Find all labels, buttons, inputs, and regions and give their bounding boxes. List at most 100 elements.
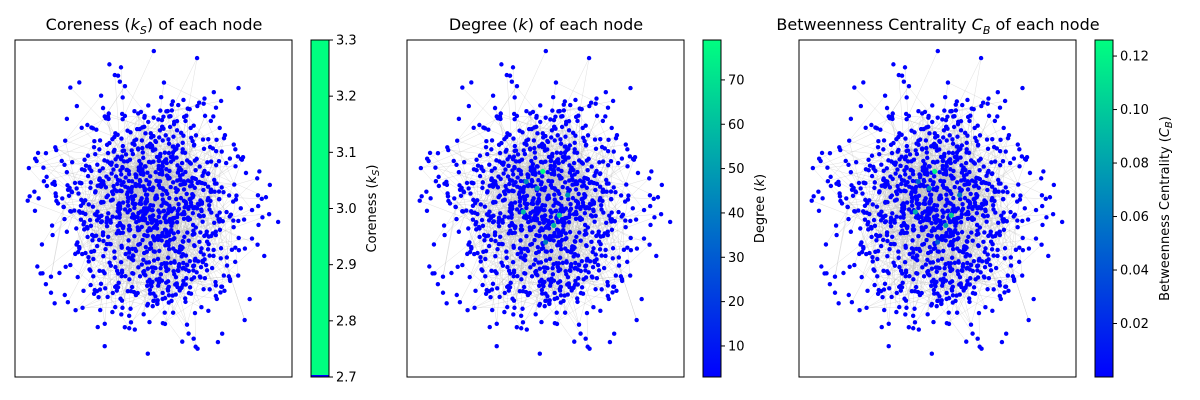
title-text: Coreness ( — [46, 15, 131, 34]
node — [607, 339, 613, 345]
node — [176, 102, 181, 108]
node — [618, 193, 624, 198]
node — [99, 178, 104, 184]
node — [433, 165, 438, 170]
node — [625, 147, 630, 152]
node — [618, 274, 624, 279]
edge — [72, 161, 118, 181]
edge — [132, 273, 183, 342]
node — [62, 292, 67, 298]
node — [169, 102, 174, 107]
node — [560, 184, 565, 190]
node — [485, 233, 491, 238]
node — [98, 281, 104, 287]
node — [208, 118, 214, 124]
node — [218, 98, 224, 104]
node — [129, 284, 135, 290]
node — [145, 301, 151, 307]
edge — [51, 193, 114, 226]
node — [456, 229, 462, 234]
node — [161, 208, 167, 213]
node — [78, 210, 83, 215]
edge — [148, 124, 175, 163]
node — [221, 273, 227, 278]
node — [458, 193, 464, 198]
node — [68, 209, 74, 214]
edge — [142, 172, 207, 232]
edge — [77, 240, 93, 278]
node — [179, 160, 185, 166]
node — [160, 138, 165, 143]
node — [221, 190, 226, 195]
node — [191, 228, 196, 233]
node — [150, 213, 156, 218]
node — [147, 142, 152, 148]
edge — [163, 166, 236, 211]
node — [158, 94, 164, 100]
node — [130, 197, 135, 203]
node — [454, 216, 459, 222]
node — [470, 203, 476, 208]
node — [554, 150, 560, 155]
node — [605, 105, 611, 110]
node — [576, 191, 581, 197]
node — [218, 256, 223, 261]
node — [141, 312, 146, 317]
node — [172, 215, 177, 221]
node — [146, 182, 152, 187]
node — [85, 173, 91, 179]
node — [201, 146, 207, 151]
node — [195, 346, 200, 351]
node — [50, 181, 55, 186]
node — [153, 139, 159, 145]
node — [26, 165, 32, 171]
node — [103, 246, 108, 252]
node — [129, 256, 134, 261]
node — [511, 111, 517, 117]
node — [460, 262, 465, 268]
edge — [131, 217, 133, 249]
node — [512, 143, 518, 149]
edge — [93, 152, 109, 237]
node — [217, 227, 223, 233]
edge — [124, 115, 145, 118]
node — [87, 267, 92, 272]
node — [658, 211, 664, 217]
node — [178, 244, 183, 249]
edge — [157, 213, 194, 301]
node — [424, 208, 430, 213]
node — [579, 184, 585, 189]
node — [590, 264, 596, 270]
node — [135, 225, 140, 230]
node — [90, 204, 96, 209]
node — [616, 255, 622, 260]
edge — [115, 174, 144, 268]
node — [634, 317, 639, 323]
node — [140, 217, 145, 223]
node — [148, 245, 154, 251]
node — [77, 80, 82, 85]
edge — [93, 276, 168, 290]
edge — [198, 165, 217, 216]
node — [444, 301, 449, 306]
edge — [91, 251, 144, 273]
node — [161, 80, 167, 85]
node — [573, 187, 579, 192]
node — [566, 128, 572, 133]
node — [582, 210, 588, 216]
node — [563, 231, 568, 236]
node — [48, 290, 54, 295]
node — [504, 147, 509, 153]
node — [515, 273, 520, 279]
edge — [141, 264, 188, 325]
node — [119, 136, 124, 141]
node — [126, 171, 132, 177]
node — [164, 160, 169, 166]
edge — [101, 161, 165, 182]
node — [492, 230, 498, 235]
node — [183, 267, 189, 272]
node — [480, 282, 485, 288]
node — [126, 196, 131, 201]
node — [604, 220, 609, 225]
node — [204, 239, 210, 244]
